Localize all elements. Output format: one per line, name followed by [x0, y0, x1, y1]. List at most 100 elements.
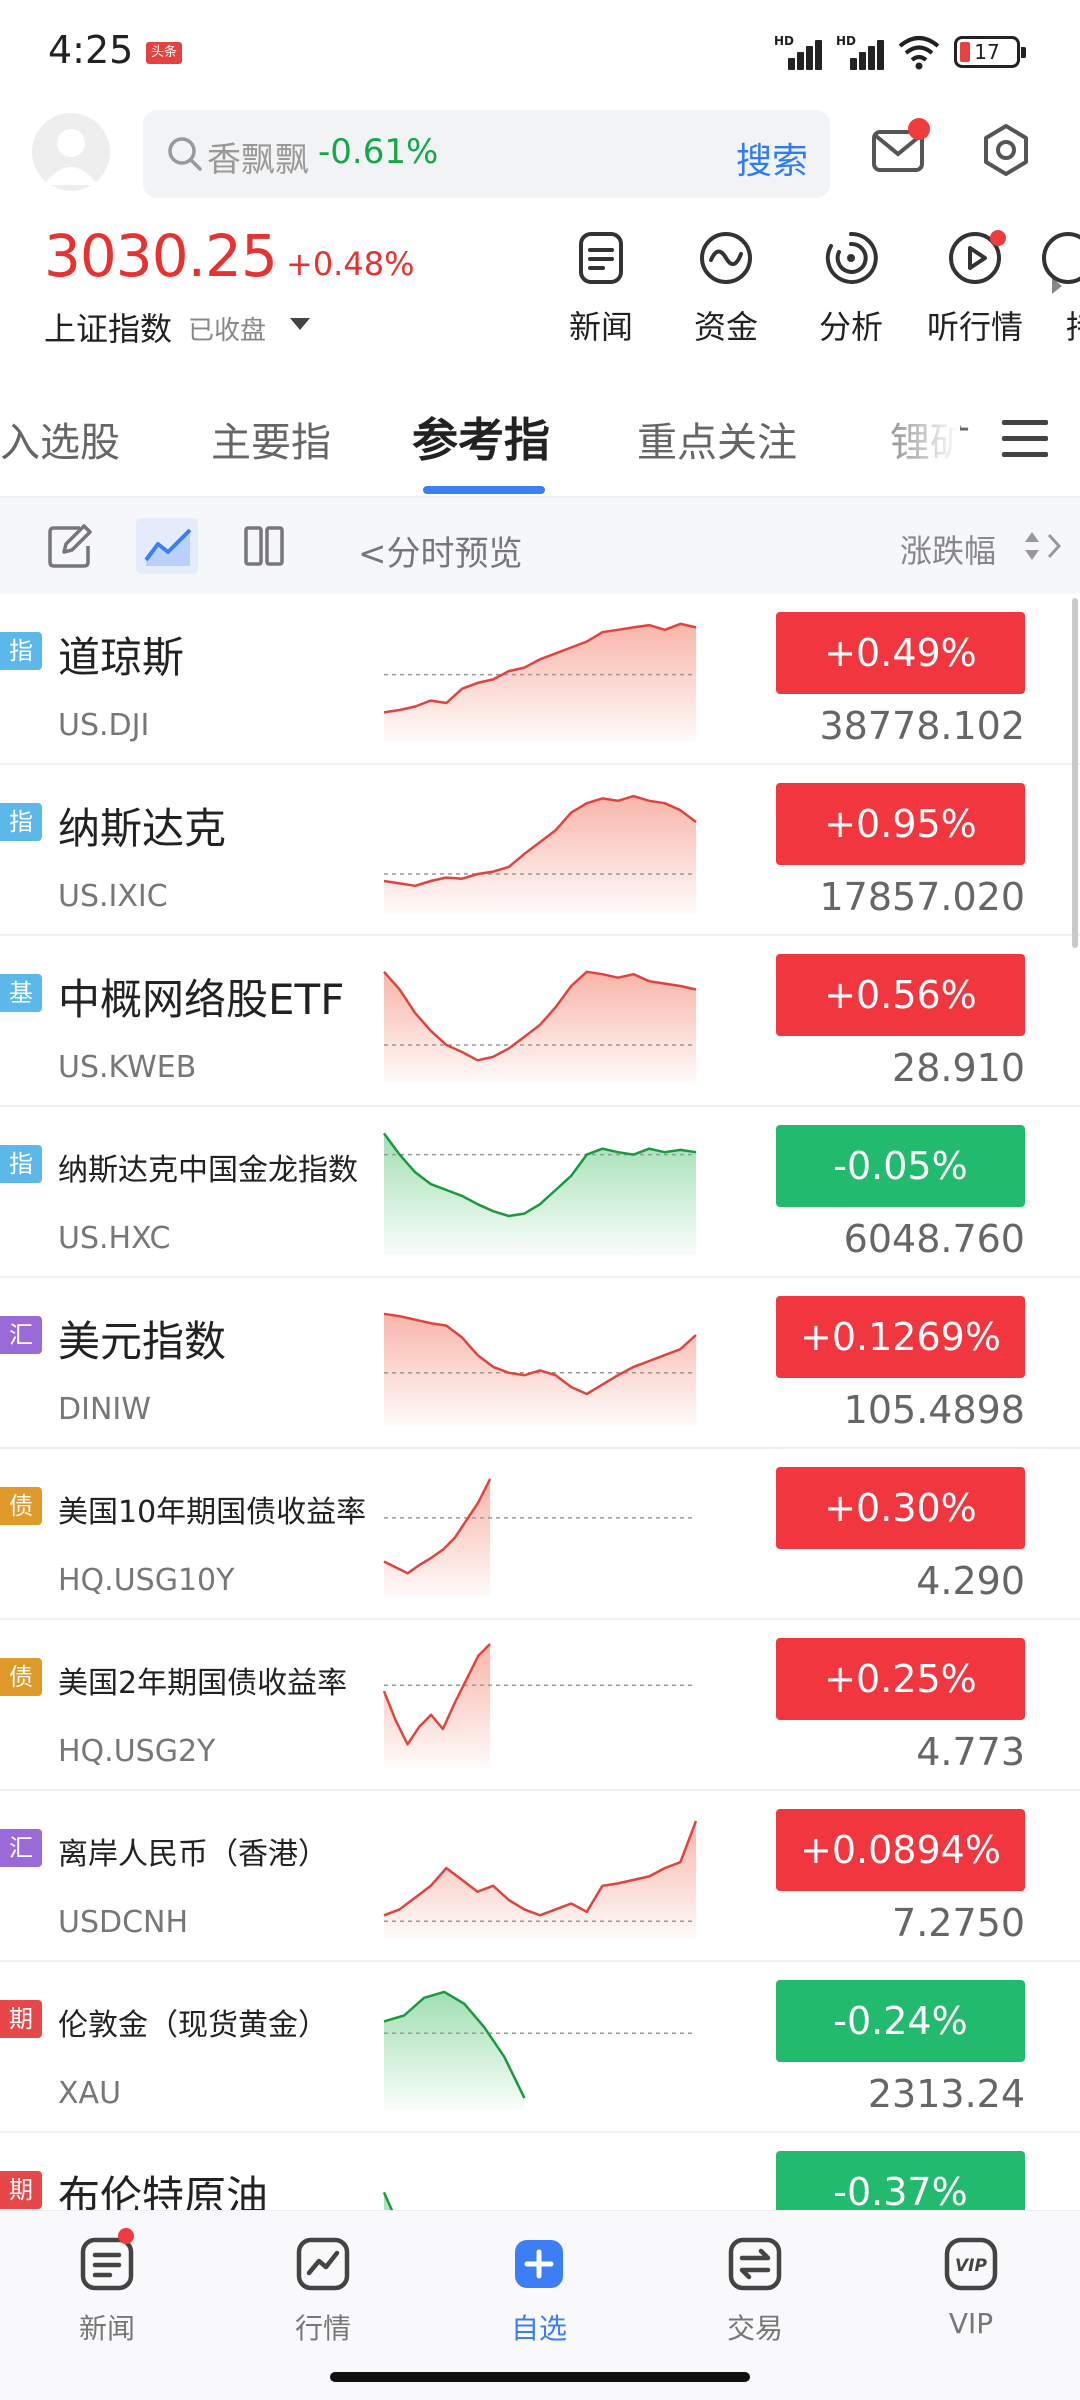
battery-icon: 17 — [954, 36, 1026, 68]
sparkline-area — [384, 1478, 491, 1597]
category-tag: 汇 — [0, 1316, 42, 1354]
index-name: 上证指数 — [44, 310, 173, 348]
sparkline-line — [382, 1132, 697, 1218]
change-badge[interactable]: +0.49% — [776, 612, 1025, 694]
chevron-down-icon[interactable] — [290, 318, 310, 330]
list-item[interactable]: 汇美元指数 DINIW +0.1269% 105.4898 — [0, 1278, 1080, 1449]
sparkline-area — [384, 796, 696, 913]
scrollbar[interactable] — [1072, 598, 1078, 948]
sparkline-chart — [383, 970, 697, 1084]
list-item[interactable]: 指纳斯达克中国金龙指数 US.HXC -0.05% 6048.760 — [0, 1107, 1080, 1278]
index-value: 3030.25 — [44, 222, 278, 290]
sparkline-area — [384, 1313, 696, 1426]
nav-label: 自选 — [510, 2312, 567, 2345]
sort-icon[interactable] — [1022, 528, 1042, 564]
market-status: 已收盘 — [188, 316, 267, 346]
nav-label: VIP — [948, 2307, 994, 2340]
instrument-name: 布伦特原油 — [58, 2172, 269, 2210]
nav-vip[interactable]: VIP VIP — [891, 2235, 1051, 2340]
list-item[interactable]: 期伦敦金（现货黄金） XAU -0.24% 2313.24 — [0, 1962, 1080, 2133]
search-button[interactable]: 搜索 — [735, 141, 808, 182]
app-badge: 头条 — [146, 42, 182, 64]
home-indicator[interactable] — [330, 2372, 750, 2382]
change-badge[interactable]: +0.1269% — [776, 1296, 1025, 1378]
list-item[interactable]: 指道琼斯 US.DJI +0.49% 38778.102 — [0, 594, 1080, 765]
nav-watchlist[interactable]: 自选 — [459, 2235, 619, 2347]
last-price: 38778.102 — [819, 704, 1026, 748]
list-item[interactable]: 基中概网络股ETF US.KWEB +0.56% 28.910 — [0, 936, 1080, 1107]
tab-main-index[interactable]: 主要指 — [211, 420, 331, 466]
instrument-code: US.KWEB — [58, 1050, 197, 1085]
nav-label: 交易 — [726, 2312, 783, 2345]
signal-icon: HD — [836, 34, 884, 70]
instrument-name: 中概网络股ETF — [58, 975, 345, 1024]
instrument-code: XAU — [58, 2076, 122, 2111]
tab-fade — [860, 390, 960, 490]
avatar[interactable] — [32, 113, 110, 191]
change-badge[interactable]: +0.0894% — [776, 1809, 1025, 1891]
wifi-icon — [898, 36, 940, 70]
instrument-code: US.IXIC — [58, 879, 168, 914]
change-badge[interactable]: +0.56% — [776, 954, 1025, 1036]
list-item[interactable]: 债美国2年期国债收益率 HQ.USG2Y +0.25% 4.773 — [0, 1620, 1080, 1791]
tab-selected-stocks[interactable]: 入选股 — [0, 420, 120, 466]
sparkline-area — [384, 623, 696, 742]
nav-market[interactable]: 行情 — [243, 2235, 403, 2347]
search-bar[interactable]: 香飘飘 -0.61% 搜索 — [143, 110, 830, 198]
quick-link-analysis[interactable]: 分析 — [796, 228, 906, 348]
status-indicators: HD HD 17 — [774, 32, 1026, 72]
avatar-icon — [44, 129, 98, 185]
instrument-name: 美国10年期国债收益率 — [58, 1495, 367, 1530]
change-badge[interactable]: -0.05% — [776, 1125, 1025, 1207]
notification-dot — [990, 230, 1006, 246]
instrument-name: 道琼斯 — [58, 633, 185, 682]
sparkline-chart — [383, 1478, 696, 1597]
vip-icon: VIP — [944, 2237, 998, 2291]
bottom-navigation: 新闻 行情 自选 交易 VIP VIP — [0, 2210, 1080, 2400]
sparkline-chart — [383, 622, 697, 742]
change-badge[interactable]: +0.25% — [776, 1638, 1025, 1720]
list-item[interactable]: 期布伦特原油 -0.37% — [0, 2133, 1080, 2210]
tab-key-focus[interactable]: 重点关注 — [637, 420, 797, 466]
quick-link-news[interactable]: 新闻 — [546, 228, 656, 348]
nav-news[interactable]: 新闻 — [27, 2235, 187, 2347]
category-tag: 指 — [0, 632, 42, 670]
edit-icon[interactable] — [46, 522, 94, 570]
instrument-code: US.HXC — [58, 1221, 171, 1256]
split-view-icon[interactable] — [240, 522, 288, 570]
mail-icon[interactable] — [870, 122, 926, 178]
list-item[interactable]: 汇离岸人民币（香港） USDCNH +0.0894% 7.2750 — [0, 1791, 1080, 1962]
sparkline-area — [384, 1644, 491, 1768]
time-preview-label[interactable]: <分时预览 — [358, 534, 523, 574]
chevron-right-icon — [1052, 278, 1062, 294]
change-badge[interactable]: +0.30% — [776, 1467, 1025, 1549]
last-price: 28.910 — [892, 1046, 1025, 1090]
change-badge[interactable]: -0.37% — [776, 2151, 1025, 2210]
quick-link-listen[interactable]: 听行情 — [920, 228, 1030, 348]
active-view-background — [136, 518, 198, 574]
sort-label[interactable]: 涨跌幅 — [900, 532, 997, 570]
quick-link-fund[interactable]: 资金 — [671, 228, 781, 348]
category-tag: 债 — [0, 1487, 42, 1525]
line-chart-icon[interactable] — [142, 522, 194, 570]
chevron-right-icon[interactable] — [1046, 532, 1062, 560]
list-item[interactable]: 指纳斯达克 US.IXIC +0.95% 17857.020 — [0, 765, 1080, 936]
change-badge[interactable]: +0.95% — [776, 783, 1025, 865]
settings-icon[interactable] — [978, 122, 1034, 178]
sparkline-chart — [383, 1312, 697, 1426]
search-stock-name: 香飘飘 — [207, 140, 309, 180]
sparkline-line — [383, 1478, 492, 1575]
menu-icon[interactable] — [1002, 420, 1048, 460]
change-badge[interactable]: -0.24% — [776, 1980, 1025, 2062]
instrument-name: 伦敦金（现货黄金） — [58, 2008, 328, 2043]
last-price: 105.4898 — [843, 1388, 1025, 1432]
list-item[interactable]: 债美国10年期国债收益率 HQ.USG10Y +0.30% 4.290 — [0, 1449, 1080, 1620]
trade-icon — [728, 2237, 782, 2291]
instrument-code: USDCNH — [58, 1905, 189, 1940]
index-change: +0.48% — [286, 245, 415, 283]
quick-link-more[interactable]: 持 — [1038, 228, 1080, 348]
analysis-icon — [825, 231, 878, 284]
nav-trade[interactable]: 交易 — [675, 2235, 835, 2347]
status-bar: 4:25 头条 HD HD 17 — [0, 0, 1080, 100]
tab-reference-index[interactable]: 参考指 — [412, 413, 550, 467]
